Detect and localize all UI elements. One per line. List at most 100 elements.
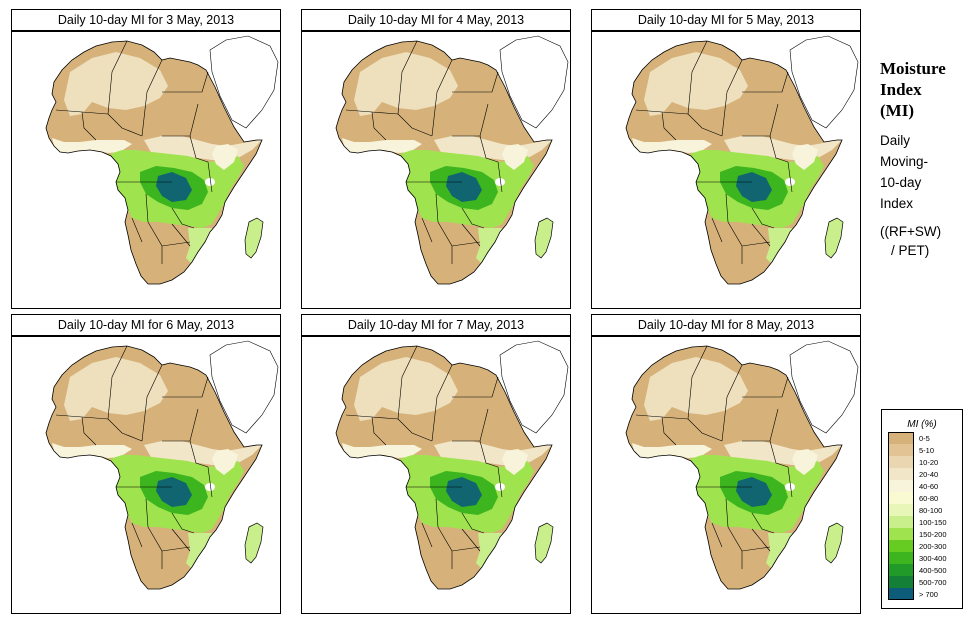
country-border — [711, 217, 723, 243]
west-sahel-region — [52, 138, 132, 153]
legend-item: 0-5 — [888, 432, 960, 444]
legend-label: 0-5 — [919, 434, 930, 443]
country-border — [751, 528, 771, 552]
legend-item: 200-300 — [888, 540, 960, 552]
country-border — [141, 364, 163, 442]
legend-label: 500-700 — [919, 578, 947, 587]
index-formula: ((RF+SW) / PET) — [880, 222, 970, 260]
legend-swatch — [888, 468, 914, 480]
congo-core-region — [736, 477, 772, 507]
legend-label: 400-500 — [919, 566, 947, 575]
country-border — [431, 364, 453, 442]
country-border — [161, 241, 191, 247]
africa-map — [301, 31, 571, 309]
coastline — [625, 40, 843, 285]
index-title-line: (MI) — [880, 101, 914, 120]
ethiopia-region — [502, 144, 528, 170]
southeast-region — [186, 533, 212, 569]
country-border — [421, 217, 433, 243]
legend-label: 40-60 — [919, 482, 939, 491]
legend-swatch — [888, 432, 914, 444]
country-border — [81, 416, 97, 446]
southeast-region — [186, 228, 212, 264]
index-title-line: Moisture — [880, 59, 946, 78]
index-title-line: Index — [880, 80, 922, 99]
country-border — [461, 207, 485, 229]
country-border — [397, 345, 418, 420]
arabian-peninsula-outline — [789, 35, 859, 129]
legend: MI (%) 0-5 5-10 10-20 20-40 40-60 60-80 80-100… — [881, 409, 963, 609]
country-border — [497, 161, 503, 193]
country-border — [81, 111, 97, 141]
panel-title: Daily 10-day MI for 7 May, 2013 — [301, 314, 571, 336]
arabian-peninsula-outline — [499, 340, 569, 434]
country-border — [751, 512, 775, 534]
west-sahel-region — [342, 443, 422, 458]
country-border — [397, 113, 433, 137]
country-border — [687, 40, 708, 115]
legend-label: > 700 — [919, 590, 938, 599]
country-border — [451, 546, 481, 552]
country-border — [145, 193, 149, 223]
sahara-region — [354, 357, 458, 421]
map-svg — [625, 340, 859, 590]
country-border — [769, 440, 789, 468]
southeast-region — [766, 533, 792, 569]
country-border — [162, 71, 209, 93]
country-border — [207, 466, 213, 498]
map-svg — [45, 340, 279, 590]
panel-title: Daily 10-day MI for 6 May, 2013 — [11, 314, 281, 336]
map-svg — [625, 35, 859, 285]
map-panel-5: Daily 10-day MI for 7 May, 2013 — [301, 314, 571, 614]
coastline — [45, 40, 263, 285]
country-border — [431, 59, 453, 137]
country-border — [461, 528, 481, 552]
madagascar — [824, 522, 844, 564]
legend-swatch — [888, 516, 914, 528]
country-border — [725, 193, 729, 223]
legend-item: 300-400 — [888, 552, 960, 564]
country-border — [131, 522, 143, 548]
country-border — [145, 498, 149, 528]
ethiopia-region — [212, 144, 238, 170]
country-border — [687, 345, 708, 420]
country-border — [787, 161, 793, 193]
map-panel-2: Daily 10-day MI for 4 May, 2013 — [301, 9, 571, 309]
map-svg — [335, 340, 569, 590]
sahara-region — [354, 52, 458, 116]
legend-label: 5-10 — [919, 446, 935, 455]
map-panel-6: Daily 10-day MI for 8 May, 2013 — [591, 314, 861, 614]
madagascar — [534, 522, 554, 564]
country-border — [397, 418, 433, 442]
country-border — [107, 418, 143, 442]
country-border — [742, 71, 789, 93]
country-border — [661, 416, 677, 446]
west-sahel-region — [342, 138, 422, 153]
legend-item: 20-40 — [888, 468, 960, 480]
legend-item: 400-500 — [888, 564, 960, 576]
legend-label: 20-40 — [919, 470, 939, 479]
map-panel-3: Daily 10-day MI for 5 May, 2013 — [591, 9, 861, 309]
panel-title: Daily 10-day MI for 5 May, 2013 — [591, 9, 861, 31]
index-title: Moisture Index (MI) — [880, 58, 970, 121]
madagascar — [824, 217, 844, 259]
legend-swatch — [888, 444, 914, 456]
west-sahel-region — [632, 138, 712, 153]
legend-swatch — [888, 540, 914, 552]
map-svg — [335, 35, 569, 285]
arabian-peninsula-outline — [209, 35, 279, 129]
country-border — [452, 376, 499, 398]
sahara-region — [64, 52, 168, 116]
country-border — [452, 71, 499, 93]
arabian-peninsula-outline — [499, 35, 569, 129]
lake — [785, 483, 795, 491]
lake — [495, 483, 505, 491]
country-border — [751, 207, 775, 229]
congo-core-region — [446, 172, 482, 202]
country-border — [461, 512, 485, 534]
legend-label: 300-400 — [919, 554, 947, 563]
country-border — [371, 111, 387, 141]
country-border — [421, 522, 433, 548]
legend-item: 80-100 — [888, 504, 960, 516]
ethiopia-region — [792, 144, 818, 170]
